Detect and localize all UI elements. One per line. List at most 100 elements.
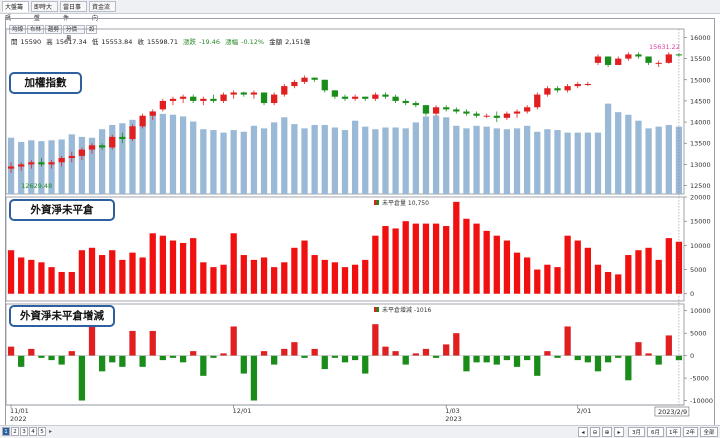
volume-bar bbox=[544, 129, 551, 194]
volume-bar bbox=[190, 121, 197, 194]
range-2y-button[interactable]: 2年 bbox=[683, 427, 698, 437]
volume-bar bbox=[564, 132, 571, 194]
oi-change-bar bbox=[240, 355, 247, 374]
range-all-button[interactable]: 全部 bbox=[700, 427, 718, 437]
scroll-right-icon[interactable]: ▸ bbox=[614, 427, 624, 437]
y-tick-label-oi-change: -5000 bbox=[690, 375, 709, 383]
candle-body bbox=[432, 107, 440, 114]
page-button-1[interactable]: 1 bbox=[2, 427, 10, 436]
oi-bar bbox=[554, 267, 561, 294]
oi-bar bbox=[250, 259, 258, 294]
volume-bar bbox=[119, 123, 126, 194]
oi-bar bbox=[169, 240, 177, 294]
oi-bar bbox=[564, 235, 571, 294]
oi-change-bar bbox=[544, 351, 551, 356]
y-tick-label-oi: 5000 bbox=[690, 266, 707, 274]
candle-body bbox=[382, 94, 389, 97]
oi-change-bar bbox=[412, 353, 419, 356]
oi-change-bar bbox=[564, 326, 571, 356]
candle-body bbox=[129, 126, 136, 139]
candle-body bbox=[260, 92, 268, 104]
y-tick-label-oi: 20000 bbox=[690, 194, 711, 202]
oi-bar bbox=[311, 255, 318, 294]
page-button-4[interactable]: 4 bbox=[29, 427, 37, 436]
y-tick-label-index: 15500 bbox=[690, 55, 711, 63]
oi-change-bar bbox=[78, 355, 86, 401]
oi-change-bar bbox=[281, 348, 288, 356]
candle-body bbox=[675, 54, 683, 56]
candle-body bbox=[443, 107, 450, 110]
page-next-icon[interactable]: ▸ bbox=[49, 428, 53, 435]
low-annotation: 12629.48 bbox=[21, 182, 52, 190]
volume-bar bbox=[321, 124, 328, 194]
oi-change-bar bbox=[129, 330, 136, 356]
y-tick-label-oi-change: -10000 bbox=[690, 397, 713, 405]
candle-body bbox=[331, 90, 339, 97]
volume-bar bbox=[68, 134, 75, 194]
candle-body bbox=[584, 84, 592, 85]
candle-body bbox=[38, 162, 45, 165]
volume-bar bbox=[412, 122, 419, 194]
oi-change-bar bbox=[513, 355, 521, 367]
candle-body bbox=[78, 149, 86, 156]
page-button-3[interactable]: 3 bbox=[20, 427, 28, 436]
tab-price-volume[interactable]: 分價量 bbox=[63, 25, 85, 42]
tab-trend[interactable]: 趨勢 bbox=[45, 25, 62, 34]
oi-change-bar bbox=[645, 353, 652, 356]
oi-bar bbox=[584, 247, 592, 294]
oi-change-bar bbox=[392, 351, 399, 356]
volume-bar bbox=[524, 125, 531, 194]
oi-bar bbox=[179, 242, 187, 294]
oi-change-swatch-down bbox=[376, 307, 379, 312]
volume-bar bbox=[382, 127, 389, 194]
y-tick-label-index: 15000 bbox=[690, 76, 711, 84]
oi-bar bbox=[615, 274, 622, 294]
oi-bar bbox=[260, 257, 268, 294]
volume-bar bbox=[281, 117, 288, 194]
oi-change-bar bbox=[675, 355, 683, 361]
range-6m-button[interactable]: 6月 bbox=[647, 427, 664, 437]
volume-bar bbox=[473, 125, 480, 194]
tab-moving-average[interactable]: 均線 bbox=[9, 25, 26, 34]
volume-bar bbox=[422, 116, 430, 194]
open-value: 15590 bbox=[20, 38, 42, 46]
x-tick-label: 11/01 bbox=[10, 407, 29, 415]
oi-bar bbox=[351, 264, 359, 294]
y-tick-label-oi-change: 5000 bbox=[690, 330, 707, 338]
page-button-2[interactable]: 2 bbox=[11, 427, 19, 436]
x-year-label: 2023 bbox=[445, 415, 462, 423]
oi-bar bbox=[594, 264, 602, 294]
zoom-in-icon[interactable]: ⊕ bbox=[602, 427, 612, 437]
oi-bar bbox=[200, 262, 207, 294]
candle-body bbox=[503, 113, 511, 118]
tab-settings[interactable]: 設 bbox=[86, 25, 97, 34]
oi-change-bar bbox=[119, 355, 126, 367]
page-button-5[interactable]: 5 bbox=[38, 427, 46, 436]
tab-bollinger[interactable]: 布林 bbox=[27, 25, 44, 34]
volume-bar bbox=[534, 131, 541, 194]
zoom-out-icon[interactable]: ⊖ bbox=[590, 427, 600, 437]
volume-bar bbox=[432, 115, 440, 194]
crosshair-date-label: 2023/2/9 bbox=[658, 408, 687, 416]
volume-bar bbox=[260, 128, 268, 194]
oi-bar bbox=[281, 262, 288, 294]
volume-bar bbox=[392, 127, 399, 194]
scroll-left-icon[interactable]: ◂ bbox=[578, 427, 588, 437]
oi-change-bar bbox=[7, 346, 15, 356]
range-3m-button[interactable]: 3月 bbox=[628, 427, 645, 437]
oi-change-bar bbox=[301, 355, 308, 358]
candle-body bbox=[362, 96, 369, 99]
candle-body bbox=[483, 115, 490, 117]
volume-bar bbox=[453, 125, 460, 194]
close-value: 15598.71 bbox=[146, 38, 178, 46]
range-1y-button[interactable]: 1年 bbox=[666, 427, 681, 437]
oi-bar bbox=[463, 218, 470, 294]
candle-body bbox=[615, 58, 622, 65]
oi-bar bbox=[28, 259, 35, 294]
candle-body bbox=[493, 115, 500, 118]
candle-body bbox=[109, 136, 116, 148]
oi-bar bbox=[382, 226, 389, 294]
volume-bar bbox=[635, 120, 642, 194]
oi-bar bbox=[190, 238, 197, 294]
y-tick-label-index: 14500 bbox=[690, 97, 711, 105]
